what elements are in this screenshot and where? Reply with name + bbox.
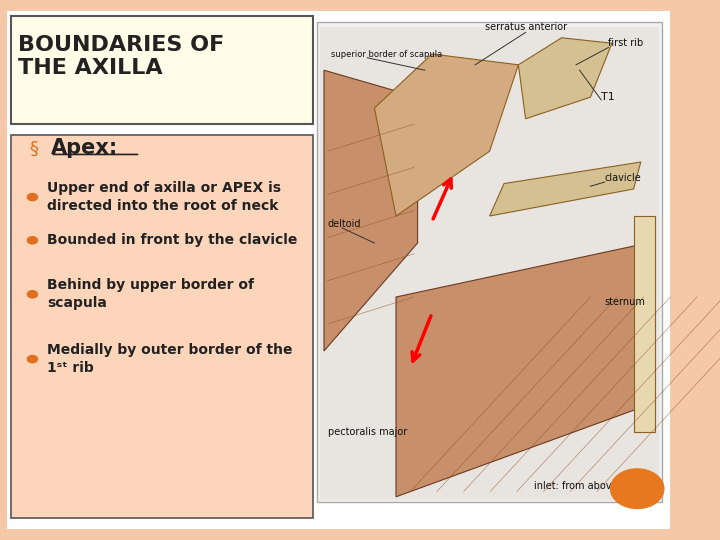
Text: clavicle: clavicle	[605, 173, 642, 183]
FancyBboxPatch shape	[320, 27, 659, 500]
Circle shape	[27, 193, 38, 201]
Polygon shape	[374, 54, 518, 216]
FancyBboxPatch shape	[7, 11, 698, 529]
Text: sternum: sternum	[605, 297, 646, 307]
Polygon shape	[518, 38, 612, 119]
Polygon shape	[324, 70, 418, 351]
Text: T1: T1	[601, 92, 615, 102]
Text: Behind by upper border of
scapula: Behind by upper border of scapula	[47, 278, 254, 310]
Text: serratus anterior: serratus anterior	[485, 22, 567, 32]
Text: Upper end of axilla or APEX is
directed into the root of neck: Upper end of axilla or APEX is directed …	[47, 181, 281, 213]
Polygon shape	[634, 216, 655, 432]
Text: deltoid: deltoid	[328, 219, 361, 229]
Polygon shape	[396, 243, 648, 497]
Text: Medially by outer border of the
1ˢᵗ rib: Medially by outer border of the 1ˢᵗ rib	[47, 343, 292, 375]
Text: superior border of scapula: superior border of scapula	[331, 50, 443, 59]
Text: BOUNDARIES OF
THE AXILLA: BOUNDARIES OF THE AXILLA	[18, 35, 224, 78]
FancyBboxPatch shape	[11, 135, 313, 518]
Text: first rib: first rib	[608, 38, 644, 48]
FancyBboxPatch shape	[317, 22, 662, 502]
FancyBboxPatch shape	[670, 11, 720, 529]
Text: pectoralis major: pectoralis major	[328, 427, 407, 437]
Text: §: §	[29, 139, 37, 158]
Circle shape	[27, 236, 38, 245]
Circle shape	[27, 355, 38, 363]
Polygon shape	[490, 162, 641, 216]
Text: inlet: from above: inlet: from above	[534, 481, 618, 491]
Text: Apex:: Apex:	[50, 138, 117, 159]
Circle shape	[27, 290, 38, 299]
Circle shape	[610, 468, 665, 509]
FancyBboxPatch shape	[11, 16, 313, 124]
Text: Bounded in front by the clavicle: Bounded in front by the clavicle	[47, 233, 297, 247]
